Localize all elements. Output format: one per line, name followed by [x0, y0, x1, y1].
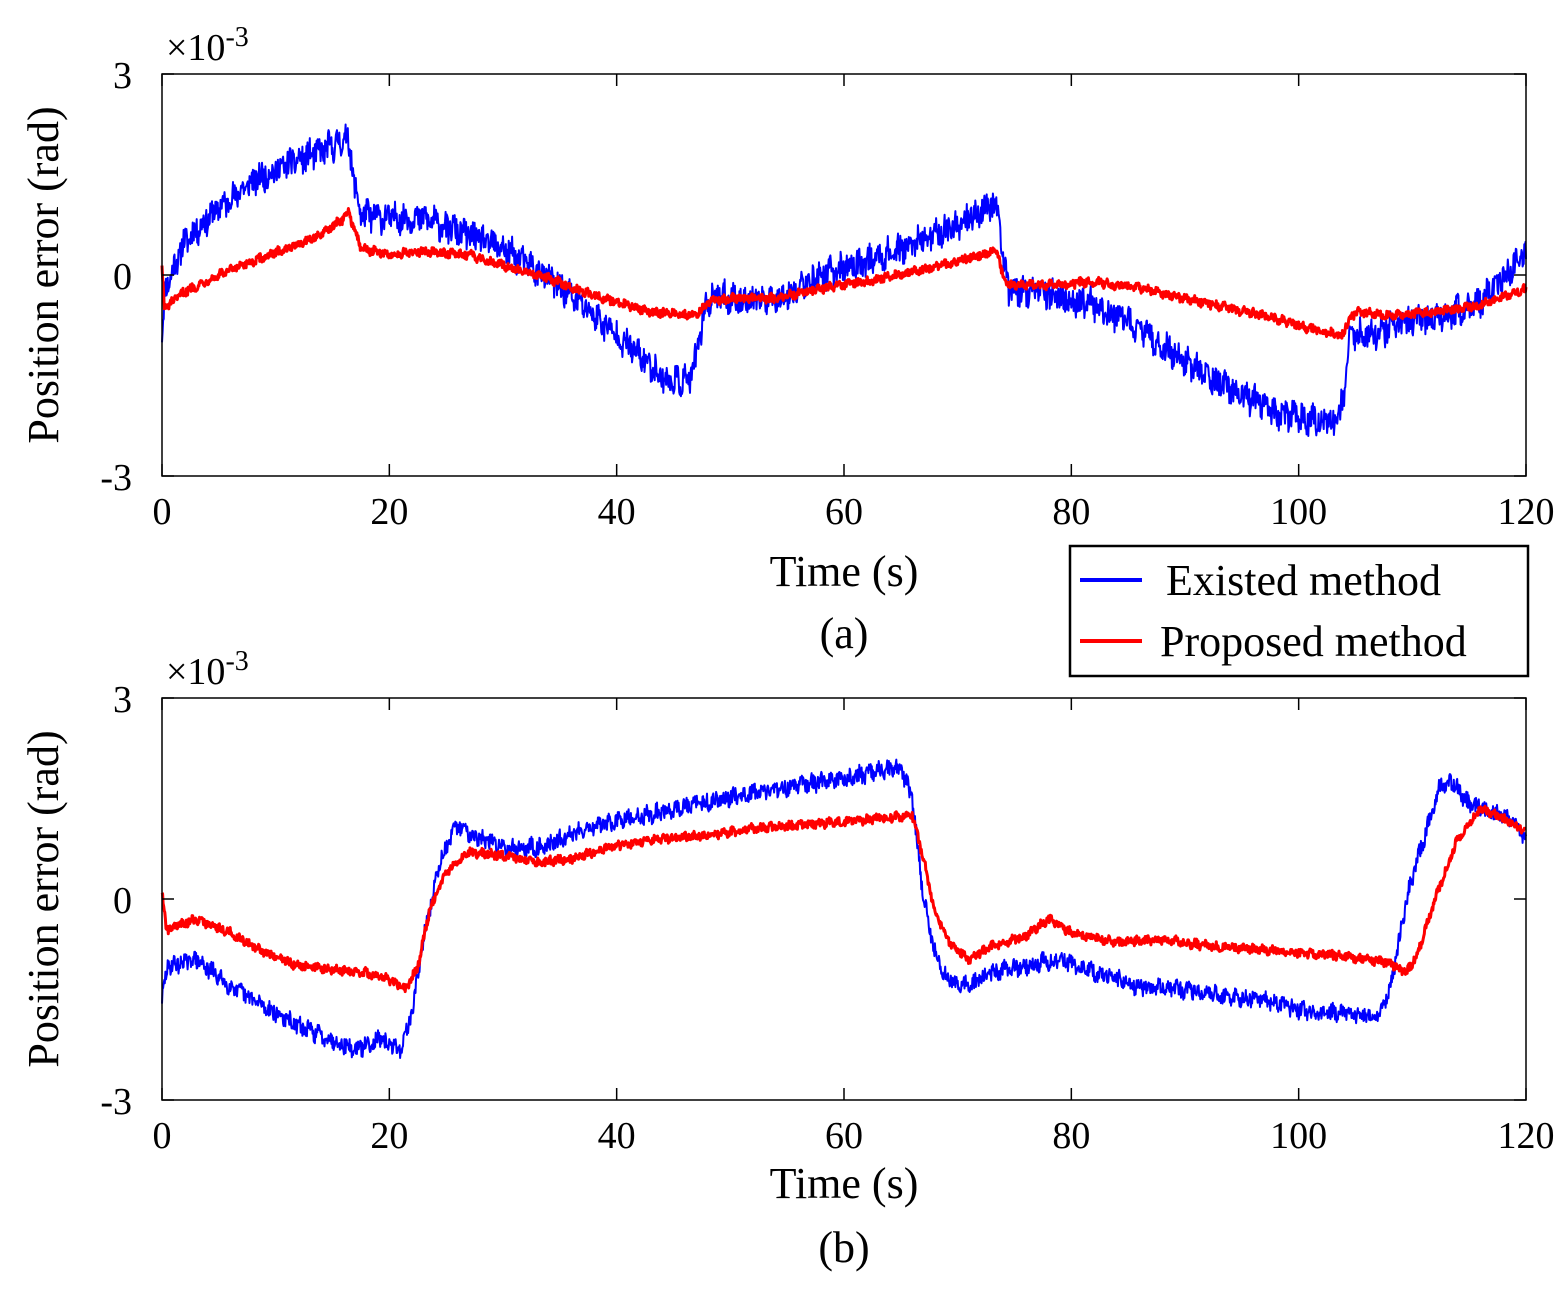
panel-a-ticks: 0 20 40 60 80 100 120 -3 0 3	[100, 55, 1554, 533]
panel-b-xtick-label-0: 0	[153, 1115, 172, 1157]
panel-a-xtick-label-40: 40	[598, 491, 636, 533]
panel-b-label: (b)	[818, 1223, 869, 1272]
panel-b-series-existed-method	[161, 758, 1527, 1059]
panel-a-xtick-label-120: 120	[1498, 491, 1555, 533]
panel-a-series-proposed-method	[160, 207, 1528, 340]
panel-a-xtick-label-60: 60	[825, 491, 863, 533]
panel-a-x-axis-label: Time (s)	[770, 547, 919, 596]
panel-a-xtick-label-20: 20	[370, 491, 408, 533]
legend-box	[1068, 544, 1530, 678]
panel-b-y-exponent-power: -3	[225, 646, 248, 677]
panel-a-series-existed-method	[161, 123, 1527, 437]
panel-b-series	[160, 758, 1527, 1059]
panel-b: 0 20 40 60 80 100 120-303 ×10-3 Position error…	[19, 646, 1555, 1272]
panel-b-y-axis-label: Position error (rad)	[19, 730, 68, 1067]
panel-a-xtick-label-0: 0	[153, 491, 172, 533]
panel-a-ytick-label--3: -3	[100, 457, 132, 499]
panel-b-y-exponent: ×10-3	[166, 646, 249, 693]
panel-a-ytick-label-3: 3	[113, 55, 132, 97]
panel-b-ytick-label-3: 3	[113, 679, 132, 721]
panel-b-xtick-label-100: 100	[1270, 1115, 1327, 1157]
legend-label-proposed: Proposed method	[1160, 617, 1467, 666]
panel-b-ytick-label--3: -3	[100, 1081, 132, 1123]
panel-a-series	[160, 123, 1528, 437]
panel-b-xtick-label-40: 40	[598, 1115, 636, 1157]
legend-label-existed: Existed method	[1166, 556, 1441, 605]
panel-b-xtick-label-120: 120	[1498, 1115, 1555, 1157]
panel-b-y-exponent-prefix: ×10	[166, 651, 225, 693]
legend: Existed method Proposed method	[1068, 544, 1530, 678]
panel-a-xtick-label-80: 80	[1052, 491, 1090, 533]
panel-a: 0 20 40 60 80 100 120-303 ×10-3 Position error…	[19, 22, 1555, 658]
panel-a-label: (a)	[820, 609, 869, 658]
panel-b-series-proposed-method	[160, 804, 1527, 994]
panel-a-y-exponent-power: -3	[225, 22, 248, 53]
panel-b-xtick-label-20: 20	[370, 1115, 408, 1157]
panel-a-xtick-label-100: 100	[1270, 491, 1327, 533]
panel-b-x-axis-label: Time (s)	[770, 1159, 919, 1208]
panel-b-ticks: 0 20 40 60 80 100 120 -3 0 3	[100, 679, 1554, 1157]
panel-b-xtick-label-80: 80	[1052, 1115, 1090, 1157]
panel-a-y-exponent: ×10-3	[166, 22, 249, 69]
panel-b-ytick-label-0: 0	[113, 880, 132, 922]
panel-a-ytick-label-0: 0	[113, 256, 132, 298]
panel-a-y-exponent-prefix: ×10	[166, 27, 225, 69]
panel-b-xtick-label-60: 60	[825, 1115, 863, 1157]
panel-a-y-axis-label: Position error (rad)	[19, 106, 68, 443]
